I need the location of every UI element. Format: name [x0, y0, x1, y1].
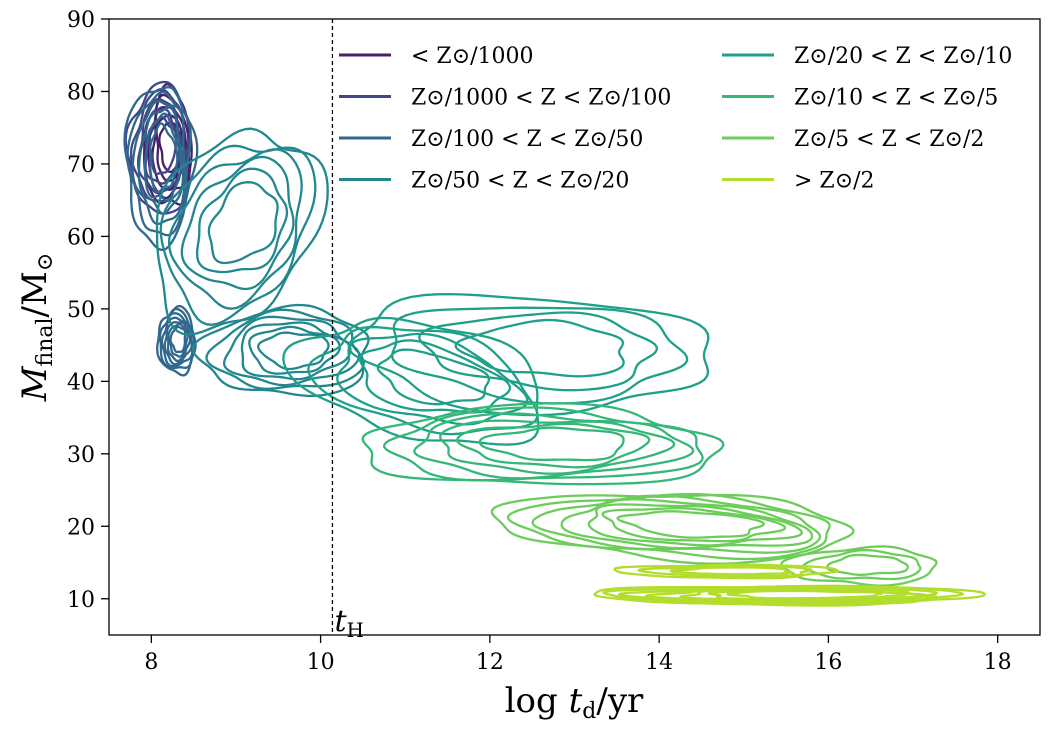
contour-line	[158, 307, 196, 370]
contour-line	[439, 419, 676, 475]
contour-series	[155, 127, 370, 398]
legend-label: Z⊙/5 < Z < Z⊙/2	[794, 127, 984, 152]
contour-line	[207, 181, 279, 265]
contour-line	[418, 311, 659, 392]
x-axis-ticks: 8 10 12 14 16 18	[144, 635, 1012, 675]
contour-line	[143, 112, 182, 202]
y-tick-label: 20	[67, 515, 95, 540]
y-tick-label: 50	[67, 298, 95, 323]
contour-line	[282, 316, 540, 446]
x-tick-label: 18	[984, 650, 1012, 675]
contour-line	[616, 510, 765, 539]
contour-line	[478, 426, 625, 462]
y-tick-label: 70	[67, 153, 95, 178]
contour-line	[248, 325, 341, 375]
contour-line	[383, 406, 704, 482]
contour-line	[376, 348, 491, 406]
y-tick-label: 80	[67, 80, 95, 105]
reference-line-group: tH	[331, 19, 364, 642]
x-tick-label: 10	[307, 650, 335, 675]
x-tick-label: 16	[814, 650, 842, 675]
contour-line	[257, 331, 330, 371]
legend-label: Z⊙/1000 < Z < Z⊙/100	[411, 86, 671, 111]
contour-line	[593, 584, 986, 607]
contour-line	[506, 492, 831, 561]
contour-line	[413, 412, 695, 480]
x-tick-label: 14	[645, 650, 673, 675]
x-tick-label: 12	[476, 650, 504, 675]
legend-label: Z⊙/100 < Z < Z⊙/50	[411, 127, 643, 152]
contour-line	[195, 167, 289, 274]
contour-line	[222, 315, 361, 387]
legend-label: > Z⊙/2	[794, 169, 875, 194]
contour-line	[123, 85, 199, 251]
contour-line	[669, 566, 794, 576]
legend-label: < Z⊙/1000	[411, 44, 534, 69]
contour-series	[123, 85, 199, 377]
contour-line	[131, 100, 187, 226]
contour-line	[336, 332, 529, 426]
legend: < Z⊙/1000 Z⊙/1000 < Z < Z⊙/100 Z⊙/100 < Z …	[339, 44, 1012, 194]
contour-series	[593, 563, 986, 607]
y-tick-label: 90	[67, 8, 95, 33]
y-tick-label: 40	[67, 370, 95, 395]
contour-line	[155, 127, 329, 336]
contour-line	[613, 563, 839, 580]
y-tick-label: 60	[67, 225, 95, 250]
contour-line	[490, 493, 855, 565]
contour-line	[163, 316, 193, 366]
contour-line	[361, 402, 725, 486]
legend-label: Z⊙/50 < Z < Z⊙/20	[411, 169, 629, 194]
contour-line	[587, 503, 803, 547]
contour-line	[531, 494, 822, 554]
y-axis-ticks: 10 20 30 40 50 60 70 80 90	[67, 8, 109, 613]
contour-line	[390, 306, 689, 405]
contour-line	[165, 321, 192, 363]
contour-line	[240, 321, 352, 381]
legend-label: Z⊙/10 < Z < Z⊙/5	[794, 86, 998, 111]
contour-line	[160, 312, 194, 368]
contour-line	[169, 325, 187, 354]
x-tick-label: 8	[144, 650, 158, 675]
contour-layer	[123, 80, 986, 607]
hubble-time-label: tH	[334, 604, 364, 642]
plot-frame	[108, 18, 1041, 636]
contour-line	[456, 422, 651, 469]
contour-line	[148, 122, 179, 193]
contour-series	[361, 402, 725, 486]
contour-line	[601, 507, 787, 543]
y-tick-label: 30	[67, 443, 95, 468]
contour-series	[490, 492, 938, 587]
y-axis-title: Mfinal/M⊙	[15, 253, 58, 403]
contour-line	[707, 588, 909, 601]
contour-line	[137, 106, 185, 215]
contour-line	[156, 304, 197, 377]
contour-line	[637, 564, 813, 578]
contour-line	[159, 144, 317, 326]
contour-line	[454, 318, 625, 378]
x-axis-title: log td/yr	[505, 681, 644, 724]
y-tick-label: 10	[67, 588, 95, 613]
contour-line	[560, 498, 814, 550]
contour-line	[825, 553, 909, 576]
contour-line	[180, 155, 295, 291]
legend-label: Z⊙/20 < Z < Z⊙/10	[794, 44, 1012, 69]
contour-line	[205, 308, 365, 390]
